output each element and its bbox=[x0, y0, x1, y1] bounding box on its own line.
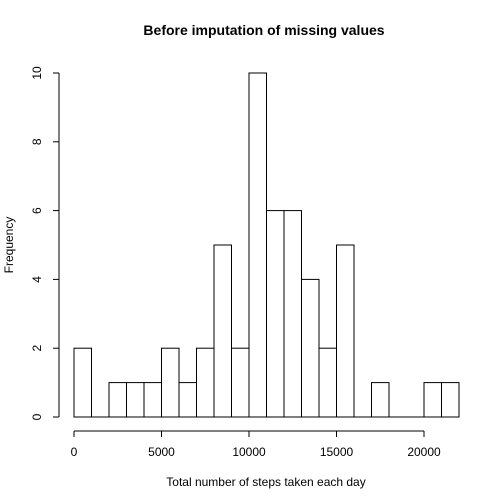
histogram-bar bbox=[371, 382, 390, 418]
y-tick-label: 0 bbox=[30, 413, 44, 420]
chart-title: Before imputation of missing values bbox=[143, 22, 384, 38]
x-tick-label: 0 bbox=[71, 445, 78, 459]
histogram-bar bbox=[248, 72, 267, 418]
histogram-bar bbox=[283, 210, 302, 418]
y-axis-label: Frequency bbox=[2, 217, 16, 274]
histogram-bar bbox=[178, 382, 197, 418]
histogram-bar bbox=[266, 210, 285, 418]
y-tick-label: 4 bbox=[30, 276, 44, 283]
histogram-bar bbox=[196, 347, 215, 418]
histogram-bar bbox=[423, 382, 442, 418]
histogram-bar bbox=[161, 347, 180, 418]
x-tick-label: 10000 bbox=[232, 445, 266, 459]
x-tick-label: 5000 bbox=[148, 445, 175, 459]
histogram-bar bbox=[126, 382, 145, 418]
y-axis: 0 2 4 6 8 10 bbox=[30, 66, 60, 420]
x-tick-label: 20000 bbox=[407, 445, 441, 459]
y-tick-label: 6 bbox=[30, 207, 44, 214]
x-tick-label: 15000 bbox=[320, 445, 354, 459]
histogram-bar bbox=[213, 244, 232, 418]
x-axis-label: Total number of steps taken each day bbox=[166, 475, 365, 489]
histogram-bar bbox=[318, 347, 337, 418]
histogram-bar bbox=[336, 244, 355, 418]
histogram-bar bbox=[73, 347, 92, 418]
histogram-bar bbox=[441, 382, 460, 418]
bars-group bbox=[73, 72, 460, 418]
y-tick-label: 10 bbox=[30, 66, 44, 80]
histogram-bar bbox=[108, 382, 127, 418]
histogram-bar bbox=[231, 347, 250, 418]
x-axis: 0 5000 10000 15000 20000 bbox=[71, 430, 441, 459]
histogram-bar bbox=[143, 382, 162, 418]
histogram-bar bbox=[301, 278, 320, 418]
y-tick-label: 8 bbox=[30, 138, 44, 145]
y-tick-label: 2 bbox=[30, 345, 44, 352]
